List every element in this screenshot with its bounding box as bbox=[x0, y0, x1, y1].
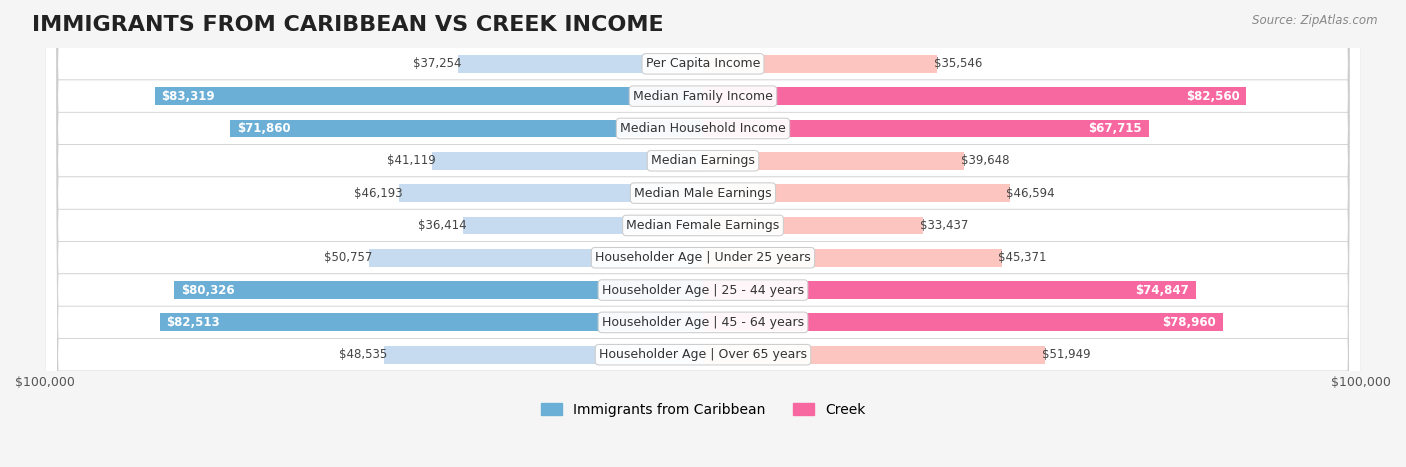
Text: $51,949: $51,949 bbox=[1042, 348, 1090, 361]
Bar bbox=[368, 249, 703, 267]
Text: $48,535: $48,535 bbox=[339, 348, 387, 361]
Text: Householder Age | Over 65 years: Householder Age | Over 65 years bbox=[599, 348, 807, 361]
Bar bbox=[703, 87, 1246, 105]
FancyBboxPatch shape bbox=[45, 0, 1361, 467]
Legend: Immigrants from Caribbean, Creek: Immigrants from Caribbean, Creek bbox=[536, 397, 870, 422]
Text: Per Capita Income: Per Capita Income bbox=[645, 57, 761, 71]
Text: $78,960: $78,960 bbox=[1163, 316, 1216, 329]
Text: $74,847: $74,847 bbox=[1135, 283, 1189, 297]
Text: Median Male Earnings: Median Male Earnings bbox=[634, 187, 772, 199]
Text: $83,319: $83,319 bbox=[162, 90, 215, 103]
Bar bbox=[703, 184, 1010, 202]
Bar bbox=[433, 152, 703, 170]
Text: Median Earnings: Median Earnings bbox=[651, 154, 755, 167]
Text: $67,715: $67,715 bbox=[1088, 122, 1142, 135]
Text: $33,437: $33,437 bbox=[920, 219, 969, 232]
Bar bbox=[458, 55, 703, 73]
Text: Median Female Earnings: Median Female Earnings bbox=[627, 219, 779, 232]
FancyBboxPatch shape bbox=[45, 0, 1361, 467]
Text: Median Household Income: Median Household Income bbox=[620, 122, 786, 135]
Bar bbox=[399, 184, 703, 202]
Text: Source: ZipAtlas.com: Source: ZipAtlas.com bbox=[1253, 14, 1378, 27]
Bar bbox=[703, 281, 1195, 299]
Bar bbox=[703, 120, 1149, 137]
Text: IMMIGRANTS FROM CARIBBEAN VS CREEK INCOME: IMMIGRANTS FROM CARIBBEAN VS CREEK INCOM… bbox=[32, 15, 664, 35]
Bar bbox=[703, 249, 1001, 267]
Text: $82,560: $82,560 bbox=[1187, 90, 1240, 103]
Text: $46,594: $46,594 bbox=[1007, 187, 1054, 199]
Text: $71,860: $71,860 bbox=[236, 122, 290, 135]
Bar bbox=[384, 346, 703, 364]
Text: $36,414: $36,414 bbox=[418, 219, 467, 232]
FancyBboxPatch shape bbox=[45, 0, 1361, 467]
Bar bbox=[160, 313, 703, 331]
Bar bbox=[703, 346, 1045, 364]
Text: Householder Age | 25 - 44 years: Householder Age | 25 - 44 years bbox=[602, 283, 804, 297]
Bar bbox=[231, 120, 703, 137]
FancyBboxPatch shape bbox=[45, 0, 1361, 467]
FancyBboxPatch shape bbox=[45, 0, 1361, 467]
FancyBboxPatch shape bbox=[45, 0, 1361, 467]
Text: Householder Age | 45 - 64 years: Householder Age | 45 - 64 years bbox=[602, 316, 804, 329]
Text: $39,648: $39,648 bbox=[960, 154, 1010, 167]
Text: $46,193: $46,193 bbox=[354, 187, 402, 199]
Bar bbox=[703, 217, 922, 234]
Bar bbox=[174, 281, 703, 299]
Text: $80,326: $80,326 bbox=[181, 283, 235, 297]
FancyBboxPatch shape bbox=[45, 0, 1361, 467]
Text: $50,757: $50,757 bbox=[323, 251, 373, 264]
Bar bbox=[703, 152, 965, 170]
Bar bbox=[155, 87, 703, 105]
Text: $35,546: $35,546 bbox=[934, 57, 981, 71]
FancyBboxPatch shape bbox=[45, 0, 1361, 467]
Bar bbox=[464, 217, 703, 234]
Text: $37,254: $37,254 bbox=[412, 57, 461, 71]
Text: Median Family Income: Median Family Income bbox=[633, 90, 773, 103]
Text: $45,371: $45,371 bbox=[998, 251, 1047, 264]
Text: Householder Age | Under 25 years: Householder Age | Under 25 years bbox=[595, 251, 811, 264]
Text: $82,513: $82,513 bbox=[166, 316, 221, 329]
FancyBboxPatch shape bbox=[45, 0, 1361, 467]
Bar bbox=[703, 313, 1223, 331]
Text: $41,119: $41,119 bbox=[387, 154, 436, 167]
FancyBboxPatch shape bbox=[45, 0, 1361, 467]
Bar bbox=[703, 55, 936, 73]
